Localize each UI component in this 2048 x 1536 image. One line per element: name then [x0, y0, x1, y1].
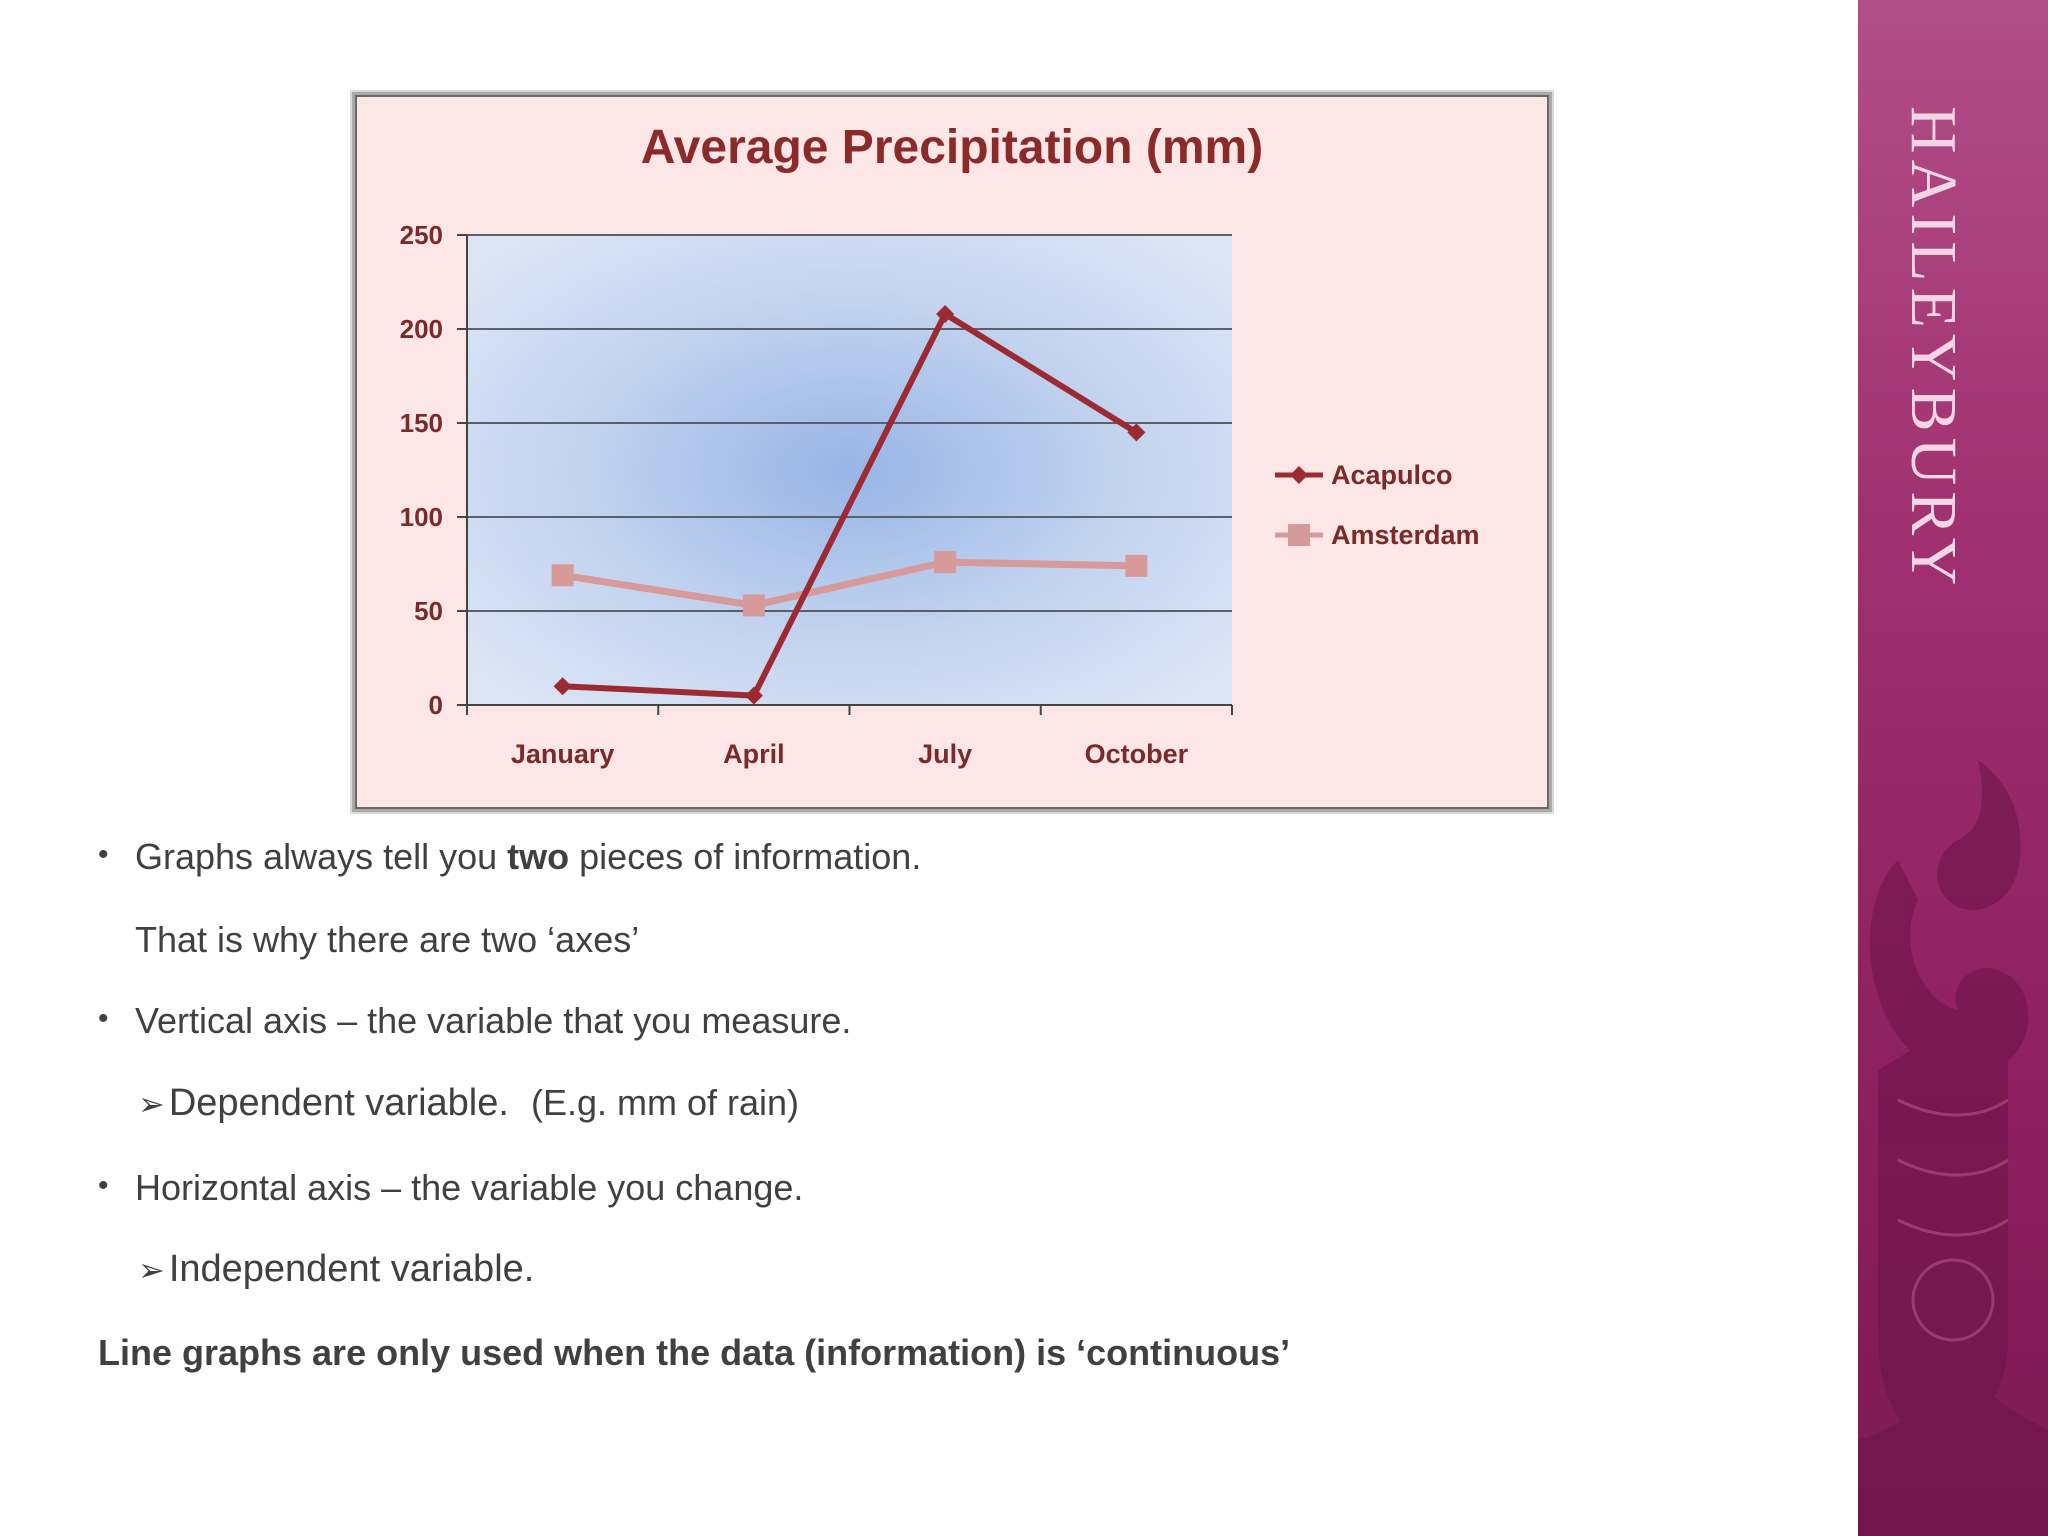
y-tick-label: 50	[414, 596, 443, 626]
bullet-3-sub-main: Independent variable.	[168, 1248, 535, 1290]
x-tick-label: April	[723, 739, 785, 769]
crest-watermark	[1858, 760, 2048, 1536]
data-point	[551, 564, 574, 587]
y-tick-label: 250	[400, 220, 443, 250]
arrow-bullet-icon: ➢	[138, 1086, 165, 1122]
data-point	[1125, 554, 1148, 577]
chart-title: Average Precipitation (mm)	[641, 121, 1263, 174]
x-tick-label: July	[918, 739, 972, 769]
data-point	[936, 304, 955, 323]
bullet-1-text-pre: Graphs always tell you	[135, 836, 508, 877]
bullet-2-dot: •	[98, 1002, 109, 1035]
data-point	[1127, 423, 1146, 442]
legend: Acapulco Amsterdam	[1275, 460, 1480, 550]
axes: 0 50 100 150 200 250 January April July October	[400, 220, 1233, 769]
y-tick-label: 0	[429, 690, 443, 720]
bullet-2: Vertical axis – the variable that you me…	[135, 1000, 852, 1041]
series-line-amsterdam	[562, 558, 1137, 609]
haileybury-wordmark: HAILEYBURY	[1897, 106, 1970, 591]
data-point	[553, 677, 572, 696]
bullet-1-bold: two	[507, 836, 570, 877]
x-tick-label: October	[1085, 739, 1189, 769]
line-chart: Average Precipitation (mm) 0 50 100 150 200 2…	[400, 121, 1480, 769]
bullet-1-dot: •	[98, 838, 109, 871]
bullet-3: Horizontal axis – the variable you chang…	[135, 1167, 804, 1208]
bullet-1-continuation: That is why there are two ‘axes’	[135, 919, 640, 960]
bullet-2-sub-main: Dependent variable.	[168, 1082, 509, 1124]
arrow-bullet-icon: ➢	[138, 1252, 165, 1288]
plot-area	[467, 235, 1232, 705]
series-layer	[551, 304, 1148, 705]
bullet-3-sub: ➢ Independent variable.	[138, 1248, 534, 1291]
legend-label: Amsterdam	[1331, 520, 1480, 550]
x-tick-label: January	[511, 739, 615, 769]
series-line-acapulco	[562, 310, 1138, 699]
bullet-1: Graphs always tell you two pieces of inf…	[135, 836, 921, 878]
y-tick-label: 200	[400, 314, 443, 344]
y-tick-label: 150	[400, 408, 443, 438]
data-point	[742, 594, 765, 617]
chart-frame: Average Precipitation (mm) 0 50 100 150 200 2…	[352, 92, 1552, 812]
bullet-2-sub: ➢ Dependent variable. (E.g. mm of rain)	[138, 1082, 799, 1125]
svg-text:HAILEYBURY: HAILEYBURY	[1897, 106, 1970, 591]
legend-marker	[1288, 524, 1310, 546]
bullet-3-dot: •	[98, 1169, 109, 1202]
y-tick-label: 100	[400, 502, 443, 532]
legend-label: Acapulco	[1331, 460, 1453, 490]
data-point	[744, 686, 763, 705]
legend-marker	[1290, 466, 1308, 484]
bullet-2-sub-extra: (E.g. mm of rain)	[530, 1082, 800, 1123]
bullet-1-text-post: pieces of information.	[569, 836, 922, 877]
data-point	[934, 551, 957, 574]
conclusion-text: Line graphs are only used when the data …	[98, 1332, 1291, 1373]
